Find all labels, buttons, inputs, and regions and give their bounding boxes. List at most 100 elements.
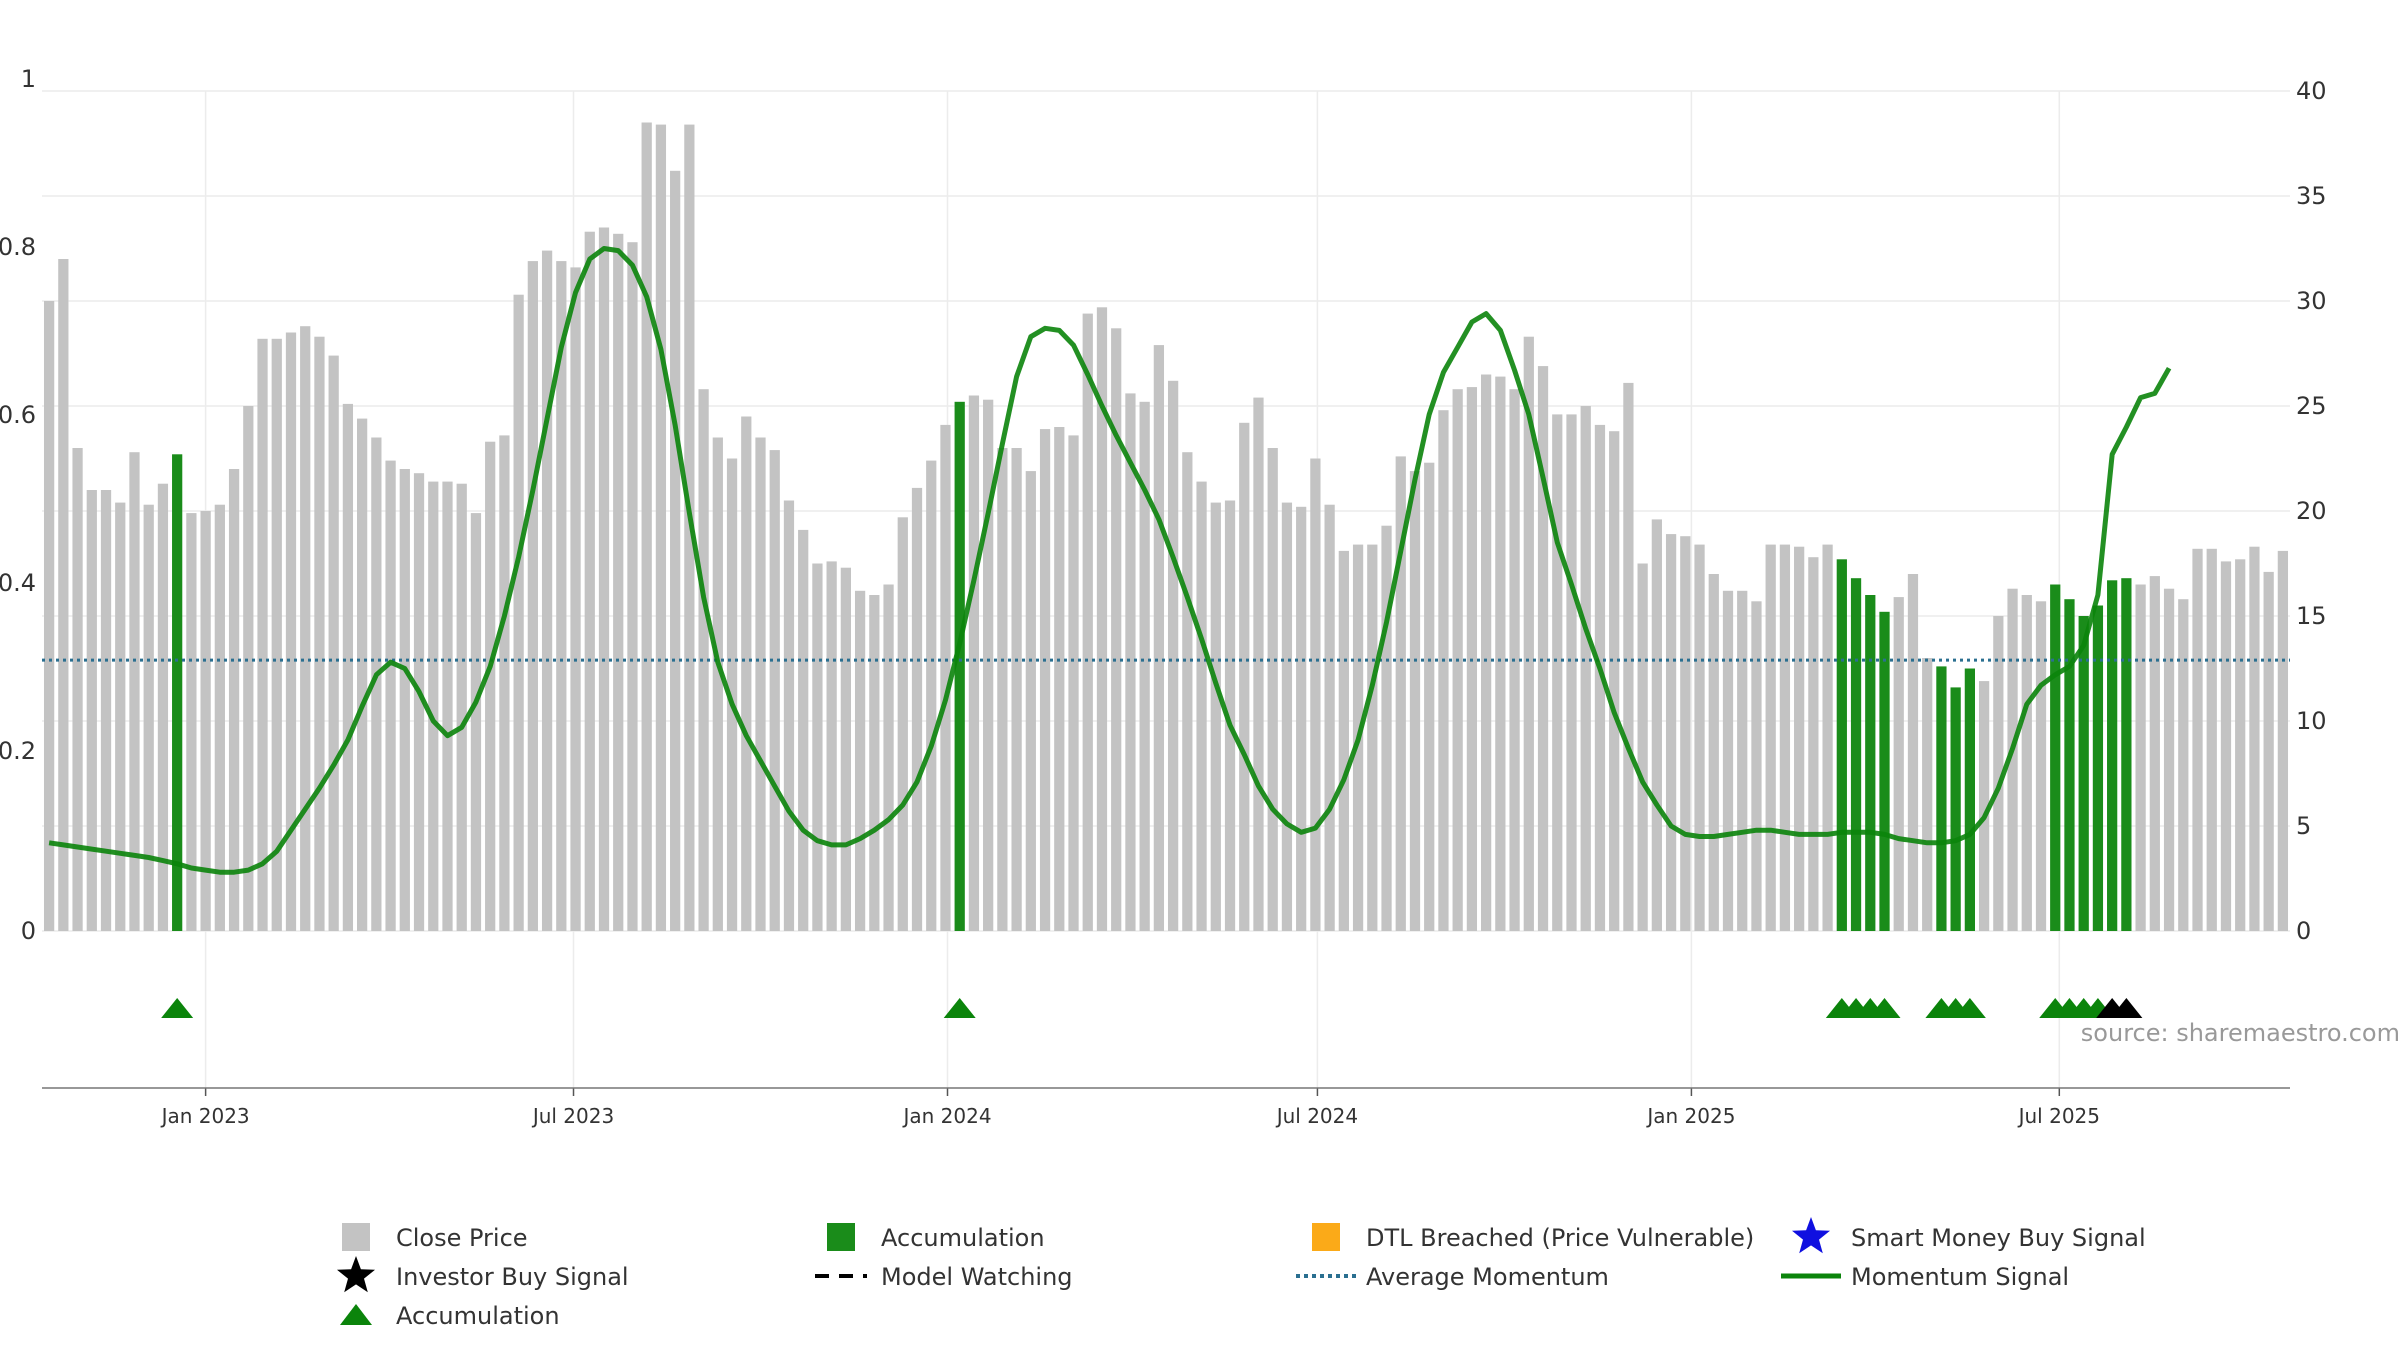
close-price-bar	[1224, 500, 1236, 931]
close-price-bar	[997, 448, 1008, 931]
close-price-bar	[2249, 546, 2260, 931]
close-price-bar	[1665, 534, 1677, 931]
legend-label: DTL Breached (Price Vulnerable)	[1366, 1224, 1754, 1252]
x-tick-label: Jan 2025	[1645, 1104, 1735, 1128]
x-tick-label: Jan 2023	[160, 1104, 250, 1128]
accumulation-bar	[1850, 578, 1862, 931]
close-price-bar	[1537, 366, 1549, 932]
close-price-bar	[1808, 557, 1819, 931]
accumulation-bar	[2107, 580, 2118, 931]
close-price-bar	[869, 595, 880, 931]
close-price-bar	[1025, 471, 1036, 931]
close-price-bar	[698, 389, 709, 931]
close-price-bar	[541, 250, 553, 932]
close-price-bar	[1310, 458, 1321, 931]
close-price-bar	[1822, 544, 1833, 931]
close-price-bar	[1296, 506, 1307, 931]
accumulation-bar	[1936, 666, 1947, 931]
accumulation-bar	[172, 454, 183, 931]
bars	[43, 122, 2289, 932]
close-price-bar	[143, 504, 154, 931]
close-price-bar	[556, 261, 567, 932]
y-right-tick-label: 30	[2296, 287, 2327, 315]
close-price-bar	[1324, 504, 1335, 931]
close-price-bar	[911, 487, 923, 931]
close-price-bar	[357, 418, 368, 932]
legend-label: Average Momentum	[1366, 1263, 1609, 1291]
close-price-bar	[1893, 597, 1904, 931]
x-tick-label: Jul 2025	[2017, 1104, 2100, 1128]
close-price-bar	[1708, 574, 1719, 931]
legend-symbol-accumulation	[827, 1223, 855, 1251]
close-price-bar	[1338, 550, 1349, 931]
accumulation-bar	[1836, 559, 1847, 931]
close-price-bar	[399, 469, 410, 931]
close-price-bar	[2178, 599, 2189, 931]
close-price-bar	[812, 563, 823, 931]
close-price-bar	[1167, 380, 1179, 931]
accumulation-bar	[1950, 687, 1961, 931]
close-price-bar	[413, 473, 425, 931]
close-price-bar	[1623, 382, 1634, 931]
legend-symbol-dtl-breached	[1312, 1223, 1340, 1251]
close-price-bar	[983, 399, 994, 931]
close-price-bar	[1011, 448, 1022, 931]
close-price-bar	[968, 395, 980, 931]
close-price-bar	[1737, 590, 1748, 931]
accumulation-bar	[2121, 578, 2132, 931]
close-price-bar	[1381, 525, 1392, 931]
close-price-bar	[1068, 435, 1079, 931]
close-price-bar	[2206, 548, 2217, 931]
close-price-bar	[1153, 345, 1165, 932]
close-price-bar	[1594, 424, 1606, 931]
close-price-bar	[1580, 406, 1591, 931]
close-price-bar	[1039, 429, 1051, 931]
y-left-tick-label: 0.8	[0, 233, 36, 261]
close-price-bar	[926, 460, 937, 931]
close-price-bar	[854, 590, 866, 931]
lines	[42, 246, 2290, 875]
close-price-bar	[613, 233, 624, 932]
close-price-bar	[2035, 601, 2047, 931]
close-price-bar	[2135, 584, 2146, 931]
close-price-bar	[513, 294, 524, 931]
close-price-bar	[570, 267, 581, 931]
close-price-bar	[1139, 401, 1150, 931]
close-price-bar	[115, 502, 126, 931]
y-left-tick-label: 0.2	[0, 737, 36, 765]
y-right-tick-label: 15	[2296, 602, 2327, 630]
close-price-bar	[527, 261, 538, 932]
close-price-bar	[1552, 414, 1563, 931]
close-price-bar	[300, 326, 311, 931]
close-price-bar	[285, 332, 297, 931]
legend-label: Smart Money Buy Signal	[1851, 1224, 2146, 1252]
close-price-bar	[157, 483, 169, 931]
close-price-bar	[741, 416, 752, 931]
close-price-bar	[897, 517, 908, 931]
close-price-bar	[1651, 519, 1662, 931]
investor-buy-marker	[2110, 998, 2143, 1018]
legend-label: Investor Buy Signal	[396, 1263, 629, 1291]
close-price-bar	[712, 437, 723, 931]
close-price-bar	[342, 403, 354, 931]
accumulation-bar	[1964, 668, 1975, 931]
close-price-bar	[655, 124, 667, 932]
close-price-bar	[1680, 536, 1691, 931]
accumulation-marker	[161, 998, 194, 1018]
close-price-bar	[1424, 462, 1435, 931]
accumulation-marker	[1868, 998, 1901, 1018]
close-price-bar	[2021, 595, 2032, 931]
close-price-bar	[1495, 376, 1506, 932]
close-price-bar	[1239, 422, 1250, 931]
close-price-bar	[456, 483, 467, 931]
close-price-bar	[1751, 601, 1762, 931]
close-price-bar	[670, 170, 681, 932]
close-price-bar	[385, 460, 396, 931]
close-price-bar	[1438, 410, 1449, 931]
close-price-bar	[598, 227, 610, 931]
close-price-bar	[2235, 559, 2246, 931]
accumulation-marker	[1953, 998, 1986, 1018]
close-price-bar	[1367, 544, 1378, 931]
legend-label: Accumulation	[881, 1224, 1045, 1252]
